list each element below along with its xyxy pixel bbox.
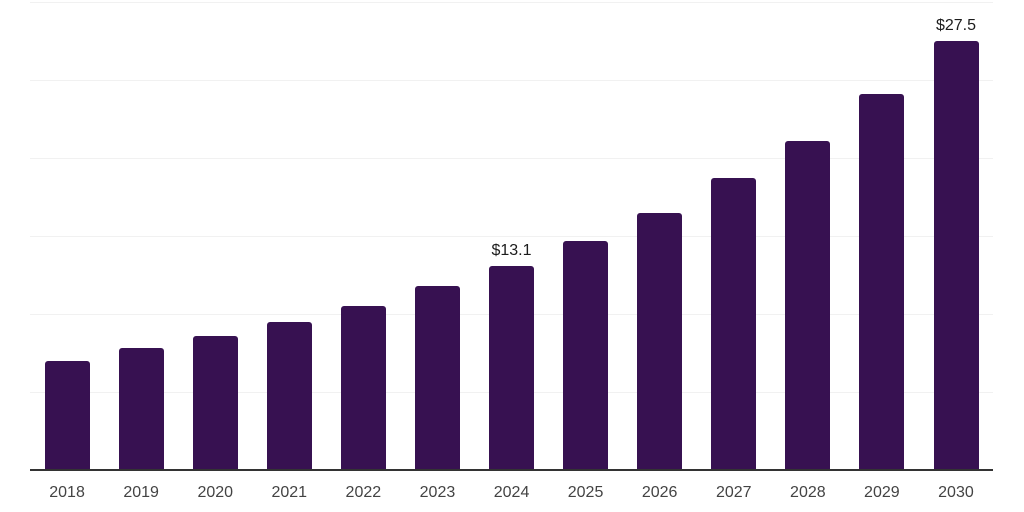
bar-2020 bbox=[192, 335, 238, 470]
bar-2024 bbox=[489, 265, 534, 470]
x-tick-2030: 2030 bbox=[938, 484, 974, 501]
bar-2021 bbox=[266, 321, 312, 470]
x-tick-2023: 2023 bbox=[419, 484, 456, 501]
bar-2026 bbox=[637, 212, 683, 470]
x-tick-2024: 2024 bbox=[493, 484, 530, 501]
bar-2029 bbox=[859, 94, 905, 470]
x-axis-line bbox=[30, 469, 993, 471]
gridline-25 bbox=[30, 80, 993, 81]
bar-2022 bbox=[340, 306, 386, 470]
x-tick-2019: 2019 bbox=[123, 484, 159, 501]
value-label-2024: $13.1 bbox=[491, 241, 532, 259]
value-label-2030: $27.5 bbox=[935, 17, 977, 34]
bar-2028 bbox=[785, 140, 831, 470]
x-tick-2025: 2025 bbox=[567, 484, 604, 501]
x-tick-2026: 2026 bbox=[641, 484, 678, 501]
gridline-15 bbox=[30, 236, 993, 237]
gridline-30 bbox=[30, 2, 993, 3]
bar-2030 bbox=[933, 41, 979, 470]
gridline-20 bbox=[30, 158, 993, 159]
x-tick-2028: 2028 bbox=[790, 484, 826, 501]
bar-2027 bbox=[711, 178, 757, 470]
x-tick-2020: 2020 bbox=[197, 484, 234, 501]
x-tick-2029: 2029 bbox=[864, 484, 900, 501]
x-tick-2027: 2027 bbox=[715, 484, 752, 501]
bar-2018 bbox=[44, 360, 90, 470]
bar-2019 bbox=[118, 348, 164, 470]
bar-2023 bbox=[414, 285, 460, 470]
x-tick-2022: 2022 bbox=[345, 484, 382, 501]
bar-2025 bbox=[563, 240, 609, 470]
x-tick-2021: 2021 bbox=[271, 484, 308, 501]
x-tick-2018: 2018 bbox=[49, 484, 85, 501]
